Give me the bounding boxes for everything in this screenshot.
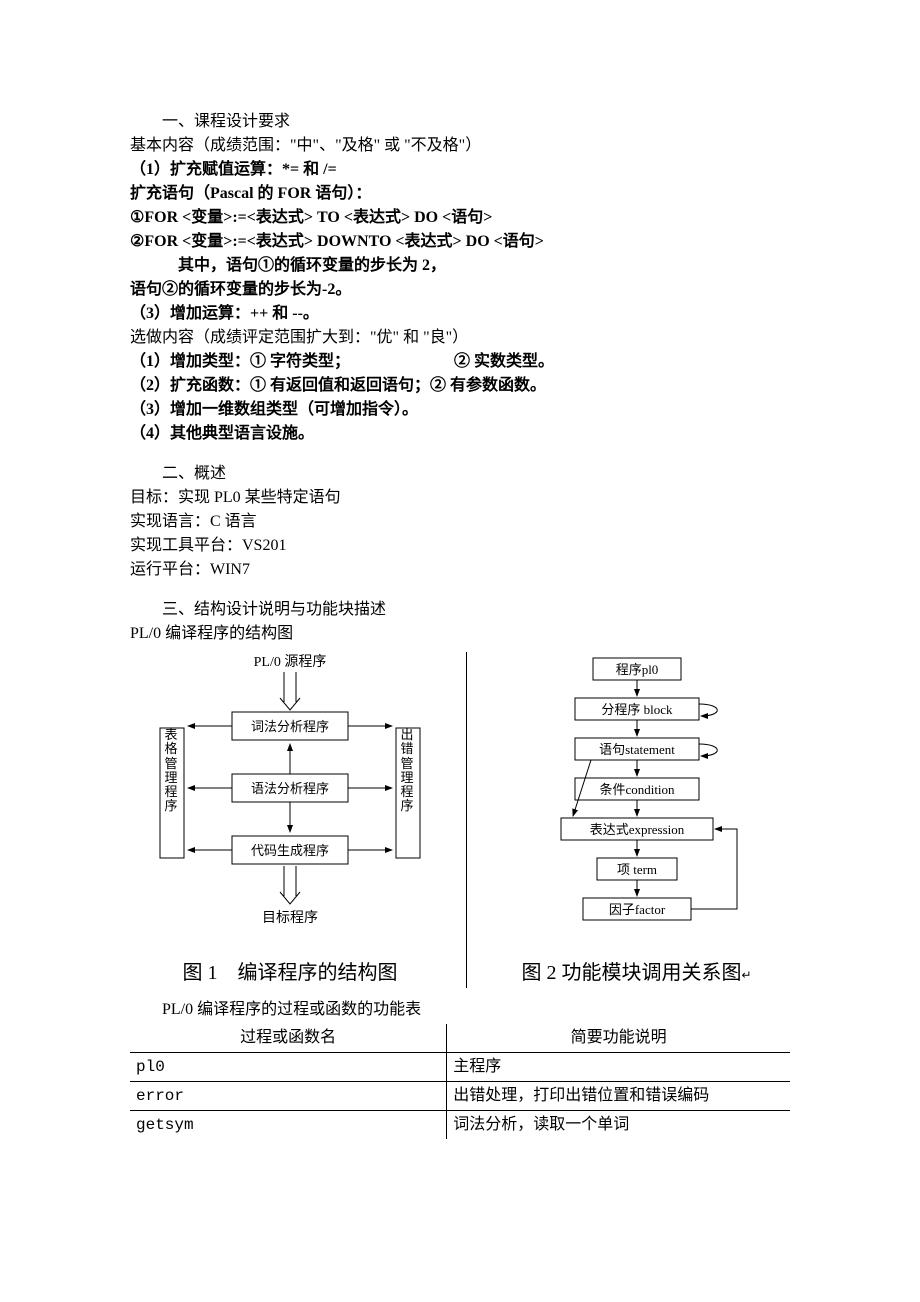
- sec1-l6: 其中，语句①的循环变量的步长为 2，: [130, 254, 790, 278]
- figure-1: PL/0 源程序 词法分析程序 语法分析程序 代码生成程序: [130, 652, 450, 988]
- table-h2: 简要功能说明: [447, 1024, 790, 1053]
- table-title: PL/0 编译程序的过程或函数的功能表: [130, 998, 790, 1022]
- fig1-b2: 语法分析程序: [251, 781, 329, 796]
- table-row: error 出错处理，打印出错位置和错误编码: [130, 1082, 790, 1111]
- fig2-n2: 分程序 block: [601, 702, 673, 717]
- func-name: error: [130, 1082, 447, 1111]
- func-desc: 词法分析，读取一个单词: [447, 1111, 790, 1140]
- sec1-l5: ②FOR <变量>:=<表达式> DOWNTO <表达式> DO <语句>: [130, 230, 790, 254]
- fig2-n5: 表达式expression: [589, 822, 684, 837]
- sec1-l4: ①FOR <变量>:=<表达式> TO <表达式> DO <语句>: [130, 206, 790, 230]
- func-desc: 出错处理，打印出错位置和错误编码: [447, 1082, 790, 1111]
- sec1-title: 一、课程设计要求: [130, 110, 790, 134]
- table-row: getsym 词法分析，读取一个单词: [130, 1111, 790, 1140]
- fig1-caption: 图 1 编译程序的结构图: [183, 958, 398, 988]
- fig2-svg: 程序pl0 分程序 block 语句statement 条件condition …: [487, 652, 787, 952]
- fig1-left-label: 表格管理程序: [163, 728, 179, 814]
- figure-separator: [466, 652, 467, 988]
- sec1-l8: （3）增加运算：++ 和 --。: [130, 302, 790, 326]
- sec1-l11: （2）扩充函数：① 有返回值和返回语句；② 有参数函数。: [130, 374, 790, 398]
- sec1-l13: （4）其他典型语言设施。: [130, 422, 790, 446]
- table-h1: 过程或函数名: [130, 1024, 447, 1053]
- sec1-l10: （1）增加类型：① 字符类型； ② 实数类型。: [130, 350, 790, 374]
- sec1-l10a: （1）增加类型：① 字符类型；: [130, 353, 350, 370]
- figure-2: 程序pl0 分程序 block 语句statement 条件condition …: [483, 652, 790, 988]
- fig1-right-label: 出错管理程序: [399, 728, 415, 814]
- fig1-b3: 代码生成程序: [251, 843, 329, 858]
- sec2-l1: 目标：实现 PL0 某些特定语句: [130, 486, 790, 510]
- fig2-n1: 程序pl0: [615, 662, 658, 677]
- figures-row: PL/0 源程序 词法分析程序 语法分析程序 代码生成程序: [130, 652, 790, 988]
- fig2-n3: 语句statement: [599, 742, 675, 757]
- fig2-caption: 图 2 功能模块调用关系图↵: [521, 958, 751, 988]
- sec1-l1: 基本内容（成绩范围："中"、"及格" 或 "不及格"）: [130, 134, 790, 158]
- function-table: 过程或函数名 简要功能说明 pl0 主程序 error 出错处理，打印出错位置和…: [130, 1024, 790, 1139]
- fig2-n6: 项 term: [616, 862, 656, 877]
- func-name: pl0: [130, 1053, 447, 1082]
- fig1-bot: 目标程序: [262, 910, 318, 926]
- table-row: pl0 主程序: [130, 1053, 790, 1082]
- func-desc: 主程序: [447, 1053, 790, 1082]
- sec3-title: 三、结构设计说明与功能块描述: [130, 598, 790, 622]
- func-name: getsym: [130, 1111, 447, 1140]
- sec2-l2: 实现语言：C 语言: [130, 510, 790, 534]
- sec3-sub: PL/0 编译程序的结构图: [130, 622, 790, 646]
- sec1-l2: （1）扩充赋值运算：*= 和 /=: [130, 158, 790, 182]
- sec2-title: 二、概述: [130, 462, 790, 486]
- sec2-l4: 运行平台：WIN7: [130, 558, 790, 582]
- sec1-l9: 选做内容（成绩评定范围扩大到："优" 和 "良"）: [130, 326, 790, 350]
- sec1-l3-pref: 扩充语句（Pascal 的 FOR 语句）：: [130, 182, 790, 206]
- sec1-l10b: ② 实数类型。: [454, 353, 554, 370]
- sec1-l12: （3）增加一维数组类型（可增加指令）。: [130, 398, 790, 422]
- fig2-n4: 条件condition: [599, 782, 675, 797]
- fig1-b1: 词法分析程序: [251, 719, 329, 734]
- fig2-n7: 因子factor: [608, 902, 665, 917]
- sec2-l3: 实现工具平台：VS201: [130, 534, 790, 558]
- fig1-top: PL/0 源程序: [254, 654, 327, 670]
- sec1-l7: 语句②的循环变量的步长为-2。: [130, 278, 790, 302]
- sec1-l3: 扩充语句（Pascal 的 FOR 语句）：: [130, 185, 371, 202]
